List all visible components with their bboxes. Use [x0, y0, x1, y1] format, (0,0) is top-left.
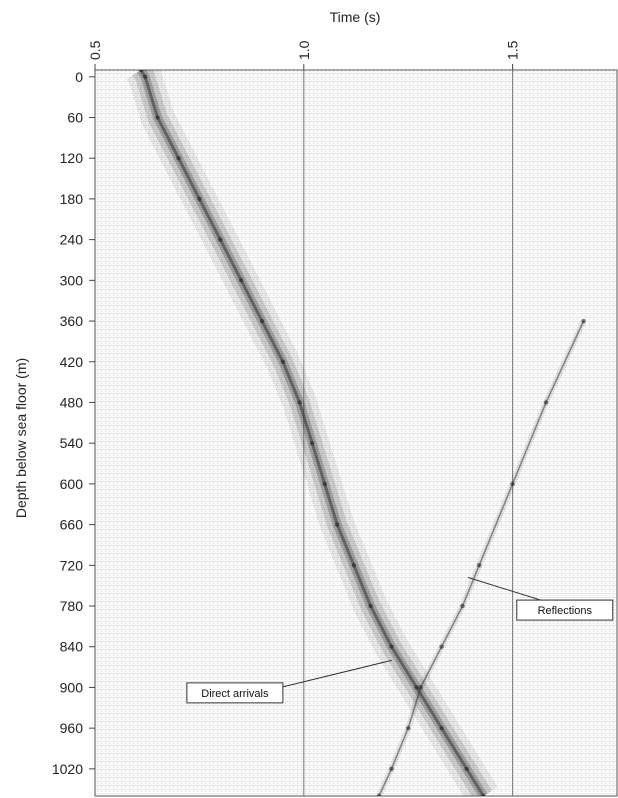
- reflection-point: [581, 318, 586, 324]
- reflection-point: [543, 400, 549, 405]
- plot-area: [94, 69, 618, 797]
- reflection-point: [389, 766, 394, 772]
- y-tick-label: 600: [60, 476, 84, 492]
- direct-arrival-point: [280, 359, 286, 364]
- x-ticks: 0.5 1.0 1.5: [87, 40, 521, 70]
- y-tick-label: 660: [60, 517, 84, 533]
- annotations: Direct arrivals Reflections: [186, 577, 614, 704]
- direct-arrival-point: [197, 196, 202, 202]
- y-tick-label: 180: [60, 191, 84, 207]
- reflection-band: [378, 320, 585, 796]
- direct-arrival-point: [155, 115, 160, 120]
- direct-arrival-point: [351, 563, 357, 568]
- annotation-box: [186, 682, 284, 704]
- y-tick-label: 840: [60, 639, 84, 655]
- y-tick-label: 120: [60, 150, 84, 166]
- x-tick-label: 1.0: [296, 40, 312, 60]
- y-tick-label: 780: [60, 598, 84, 614]
- direct-arrival-point: [176, 156, 181, 161]
- y-tick-label: 240: [60, 232, 84, 248]
- direct-arrival-point: [138, 70, 144, 73]
- direct-arrival-point: [322, 481, 327, 487]
- y-tick-label: 480: [60, 394, 84, 410]
- y-axis-title: Depth below sea floor (m): [13, 358, 29, 518]
- y-tick-label: 300: [60, 272, 84, 288]
- direct-arrival-point: [259, 318, 265, 324]
- y-tick-label: 900: [60, 679, 84, 695]
- direct-arrival-point: [481, 793, 486, 796]
- y-ticks: 0 60 120 180 240 300 360 420 480 540 600 660 720 780 8…: [52, 69, 95, 777]
- x-tick-label: 1.5: [505, 40, 521, 60]
- annotation-leader-line: [282, 659, 392, 688]
- y-tick-label: 420: [60, 354, 84, 370]
- direct-arrival-point: [464, 766, 469, 772]
- direct-arrival-point: [414, 685, 419, 690]
- y-tick-label: 1020: [52, 761, 83, 777]
- x-tick-label: 0.5: [87, 40, 103, 60]
- annotation-label: Direct arrivals: [201, 688, 269, 700]
- wave-traces: [126, 70, 587, 796]
- direct-arrival-point: [439, 725, 444, 731]
- reflection-point: [418, 685, 423, 690]
- annotation-label: Reflections: [538, 605, 593, 617]
- direct-arrival-point: [309, 440, 315, 446]
- direct-arrival-point: [335, 522, 340, 527]
- gridlines: [303, 70, 514, 796]
- y-tick-label: 60: [67, 109, 83, 125]
- reflection-point: [376, 793, 382, 796]
- y-tick-label: 720: [60, 557, 84, 573]
- direct-arrival-point: [389, 644, 394, 649]
- y-tick-label: 960: [60, 720, 84, 736]
- direct-arrival-band: [139, 70, 485, 796]
- annotation-leader-line: [468, 577, 541, 601]
- reflection-point: [460, 603, 465, 609]
- x-axis-title: Time (s): [330, 9, 381, 25]
- reflection-point: [476, 563, 482, 568]
- annotation-box: [516, 599, 614, 621]
- y-tick-label: 540: [60, 435, 84, 451]
- reflection-point: [439, 644, 444, 649]
- y-tick-label: 0: [75, 69, 83, 85]
- reflection-point: [510, 481, 515, 487]
- direct-arrival-point: [297, 400, 302, 405]
- direct-arrival-point: [368, 603, 373, 609]
- direct-arrival-point: [142, 74, 148, 79]
- reflection-point: [406, 725, 411, 731]
- direct-arrival-point: [218, 237, 223, 242]
- direct-arrival-point: [238, 278, 244, 283]
- y-tick-label: 360: [60, 313, 84, 329]
